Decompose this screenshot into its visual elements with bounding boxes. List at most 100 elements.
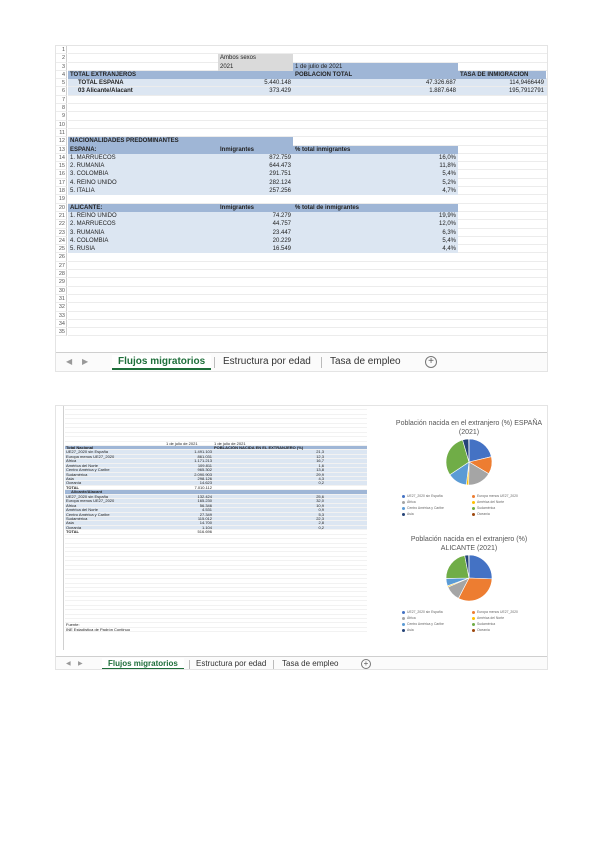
row-number[interactable] bbox=[56, 552, 64, 557]
row-number[interactable] bbox=[56, 463, 64, 469]
row-number[interactable]: 24 bbox=[56, 236, 67, 246]
row-number[interactable] bbox=[56, 605, 64, 611]
nationality-name[interactable]: 4. REINO UNIDO bbox=[68, 178, 218, 188]
row-number[interactable]: 6 bbox=[56, 87, 67, 96]
row-number[interactable] bbox=[56, 499, 64, 504]
row-number[interactable]: 31 bbox=[56, 294, 67, 304]
row-number[interactable]: 9 bbox=[56, 112, 67, 121]
nationality-value[interactable]: 291.751 bbox=[218, 170, 293, 179]
col-inmigrantes[interactable]: Inmigrantes bbox=[218, 145, 293, 154]
row-number[interactable] bbox=[56, 614, 64, 619]
nationality-pct[interactable]: 5,4% bbox=[293, 170, 458, 179]
region-name[interactable]: Oceanía bbox=[66, 481, 82, 486]
row-number[interactable]: 34 bbox=[56, 319, 67, 329]
row-number[interactable] bbox=[56, 437, 64, 442]
row-number[interactable] bbox=[56, 587, 64, 593]
row-number[interactable] bbox=[56, 530, 64, 535]
row-number[interactable]: 2 bbox=[56, 54, 67, 63]
row-number[interactable] bbox=[56, 619, 64, 624]
row-number[interactable]: 4 bbox=[56, 70, 67, 80]
region-pct[interactable]: 0,2 bbox=[318, 525, 324, 530]
region-name[interactable]: Europa menos UE27_2020 bbox=[66, 499, 115, 504]
row-number[interactable] bbox=[56, 494, 64, 500]
col-pct-total[interactable]: % total inmigrantes bbox=[293, 145, 458, 154]
row-number[interactable] bbox=[56, 596, 64, 602]
row-number[interactable] bbox=[56, 565, 64, 571]
nationality-value[interactable]: 257.256 bbox=[218, 187, 293, 196]
cell-extranjeros[interactable]: 5.440.148 bbox=[264, 80, 291, 87]
region-pct[interactable]: 12,3 bbox=[316, 454, 324, 459]
nationality-name[interactable]: 3. COLOMBIA bbox=[68, 170, 218, 179]
region-count[interactable]: 27.349 bbox=[199, 512, 212, 517]
total-label[interactable]: TOTAL bbox=[66, 485, 79, 490]
alicante-label[interactable]: ALICANTE: bbox=[68, 203, 218, 212]
header-date[interactable]: 1 de julio de 2021 bbox=[293, 62, 458, 71]
row-number[interactable] bbox=[56, 641, 64, 646]
tab-next-button[interactable]: ▶ bbox=[82, 357, 89, 366]
row-number[interactable]: 12 bbox=[56, 137, 67, 146]
cell-poblacion[interactable]: 47.326.687 bbox=[425, 80, 456, 87]
region-name[interactable]: UE27_2020 sin España bbox=[66, 450, 109, 455]
row-number[interactable]: 17 bbox=[56, 178, 67, 188]
nationality-pct[interactable]: 5,4% bbox=[293, 236, 458, 246]
pie-slice[interactable] bbox=[445, 555, 470, 579]
region-pct[interactable]: 22,3 bbox=[316, 516, 324, 521]
row-number[interactable]: 1 bbox=[56, 46, 67, 55]
tab-prev-button[interactable]: ◀ bbox=[66, 357, 73, 366]
region-name[interactable]: América del Norte bbox=[66, 508, 99, 513]
row-number[interactable]: 33 bbox=[56, 311, 67, 320]
row-number[interactable]: 32 bbox=[56, 303, 67, 312]
chart-alicante[interactable]: Población nacida en el extranjero (%) AL… bbox=[394, 536, 544, 638]
fuente-label[interactable]: Fuente: bbox=[66, 623, 80, 628]
region-pct[interactable]: 13,8 bbox=[316, 468, 324, 473]
row-number[interactable]: 26 bbox=[56, 253, 67, 262]
row-number[interactable] bbox=[56, 406, 64, 411]
pie-slice[interactable] bbox=[458, 577, 493, 602]
region-pct[interactable]: 21,3 bbox=[316, 450, 324, 455]
row-number[interactable] bbox=[56, 450, 64, 455]
region-pct[interactable]: 0,9 bbox=[318, 508, 324, 513]
row-number[interactable]: 28 bbox=[56, 270, 67, 279]
region-count[interactable]: 2.090.903 bbox=[194, 472, 212, 477]
row-label[interactable]: 03 Alicante/Alacant bbox=[78, 88, 133, 95]
row-number[interactable] bbox=[56, 490, 64, 495]
region-pct[interactable]: 16,7 bbox=[316, 459, 324, 464]
nationality-pct[interactable]: 16,0% bbox=[293, 153, 458, 163]
region-pct[interactable]: 2,8 bbox=[318, 521, 324, 526]
region-count[interactable]: 298.126 bbox=[197, 477, 212, 481]
region-count[interactable]: 14.623 bbox=[199, 481, 212, 486]
row-number[interactable] bbox=[56, 583, 64, 588]
row-number[interactable]: 35 bbox=[56, 328, 67, 337]
region-pct[interactable]: 10,9 bbox=[316, 503, 324, 508]
nacionalidades-title[interactable]: NACIONALIDADES PREDOMINANTES bbox=[68, 137, 293, 146]
row-number[interactable] bbox=[56, 516, 64, 522]
cell-tasa[interactable]: 114,9466449 bbox=[509, 80, 544, 87]
tab-prev-button[interactable]: ◀ bbox=[66, 661, 71, 667]
region-count[interactable]: 14.700 bbox=[199, 521, 212, 526]
row-number[interactable] bbox=[56, 428, 64, 433]
region-pct[interactable]: 25,6 bbox=[316, 494, 324, 499]
region-count[interactable]: 4.531 bbox=[201, 508, 212, 513]
region-name[interactable]: América del Norte bbox=[66, 463, 99, 468]
region-pct[interactable]: 32,0 bbox=[316, 499, 324, 504]
row-number[interactable] bbox=[56, 543, 64, 548]
nationality-value[interactable]: 44.757 bbox=[218, 220, 293, 229]
nationality-name[interactable]: 3. RUMANÍA bbox=[68, 228, 218, 237]
row-number[interactable] bbox=[56, 561, 64, 566]
row-number[interactable] bbox=[56, 556, 64, 562]
row-number[interactable] bbox=[56, 441, 64, 446]
row-number[interactable]: 30 bbox=[56, 286, 67, 295]
region-pct[interactable]: 4,3 bbox=[318, 477, 324, 481]
region-name[interactable]: África bbox=[66, 503, 77, 508]
total-value[interactable]: 516.696 bbox=[197, 530, 212, 535]
nationality-pct[interactable]: 5,2% bbox=[293, 178, 458, 188]
nationality-name[interactable]: 2. RUMANÍA bbox=[68, 162, 218, 171]
region-name[interactable]: Asia bbox=[66, 521, 74, 526]
nationality-value[interactable]: 872.759 bbox=[218, 153, 293, 163]
nationality-value[interactable]: 74.279 bbox=[218, 211, 293, 221]
col-inmigrantes[interactable]: Inmigrantes bbox=[218, 203, 293, 212]
row-number[interactable] bbox=[56, 592, 64, 597]
region-pct[interactable]: 5,3 bbox=[318, 512, 324, 517]
row-number[interactable] bbox=[56, 534, 64, 540]
row-number[interactable] bbox=[56, 481, 64, 486]
